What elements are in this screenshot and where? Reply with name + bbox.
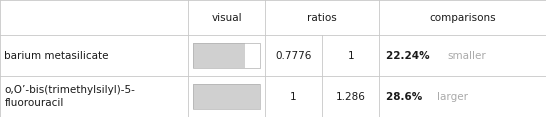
Text: visual: visual: [211, 13, 242, 23]
Text: 1.286: 1.286: [336, 91, 366, 102]
Bar: [193, 43, 260, 68]
Bar: [193, 84, 260, 109]
Bar: [193, 84, 260, 109]
Bar: [193, 43, 245, 68]
Text: 22.24%: 22.24%: [386, 51, 434, 61]
Text: 1: 1: [290, 91, 297, 102]
Text: o,O’-bis(trimethylsilyl)-5-
fluorouracil: o,O’-bis(trimethylsilyl)-5- fluorouracil: [4, 85, 135, 108]
Text: barium metasilicate: barium metasilicate: [4, 51, 109, 61]
Text: smaller: smaller: [447, 51, 486, 61]
Text: comparisons: comparisons: [429, 13, 496, 23]
Text: larger: larger: [437, 91, 468, 102]
Text: ratios: ratios: [307, 13, 337, 23]
Text: 28.6%: 28.6%: [386, 91, 426, 102]
Text: 0.7776: 0.7776: [275, 51, 312, 61]
Text: 1: 1: [347, 51, 354, 61]
